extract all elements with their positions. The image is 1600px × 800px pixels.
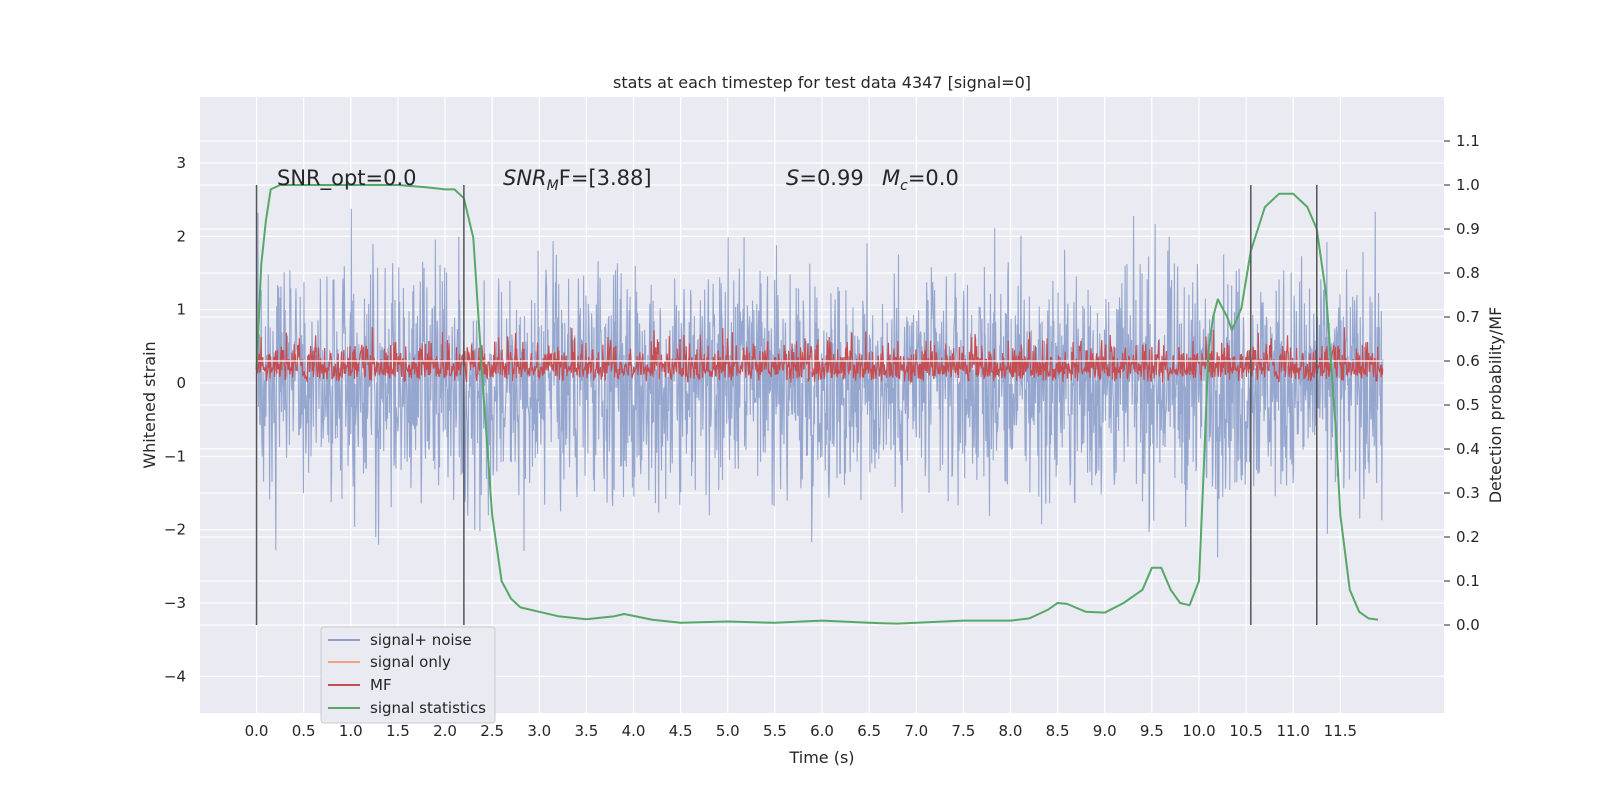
y-right-tick-label-1: 1.0 — [1456, 176, 1480, 194]
y-right-tick-label-4: 0.7 — [1456, 308, 1480, 326]
annotation-snr-mf-rest: F=[3.88] — [559, 166, 652, 190]
y-left-tick-label-4: −1 — [164, 447, 186, 465]
y-left-tick-label-2: 1 — [176, 301, 186, 319]
y-left-tick-label-3: 0 — [176, 374, 186, 392]
y-right-tick-label-9: 0.2 — [1456, 528, 1480, 546]
vertical-markers — [255, 185, 1318, 625]
annotation-s-main: S — [786, 166, 799, 190]
y-right-tick-label-11: 0.0 — [1456, 616, 1480, 634]
annotation-s-rest: =0.99 — [799, 166, 863, 190]
annotation-mc: Mc=0.0 — [882, 166, 959, 194]
x-axis-label: Time (s) — [788, 748, 854, 767]
x-tick-label-12: 6.0 — [810, 722, 834, 740]
y-left-tick-label-7: −4 — [164, 667, 186, 685]
legend: signal+ noise signal only MF signal stat… — [320, 626, 496, 724]
x-tick-label-1: 0.5 — [292, 722, 316, 740]
y-axis-left-label: Whitened strain — [140, 341, 159, 468]
x-tick-label-11: 5.5 — [763, 722, 787, 740]
legend-label-signal-only: signal only — [370, 653, 451, 671]
x-tick-label-18: 9.0 — [1093, 722, 1117, 740]
x-tick-label-20: 10.0 — [1182, 722, 1215, 740]
y-right-tick-label-2: 0.9 — [1456, 220, 1480, 238]
x-tick-label-4: 2.0 — [433, 722, 457, 740]
annotation-mc-main: M — [882, 166, 900, 190]
annotation-snr-opt: SNR_opt=0.0 — [277, 166, 417, 191]
series-signal-noise — [256, 208, 1384, 558]
series-layer — [255, 184, 1384, 625]
legend-box — [320, 626, 496, 724]
x-tick-label-3: 1.5 — [386, 722, 410, 740]
x-tick-label-15: 7.5 — [951, 722, 975, 740]
x-tick-label-7: 3.5 — [574, 722, 598, 740]
annotation-snr-mf-sub: M — [547, 178, 559, 194]
y-right-tick-label-8: 0.3 — [1456, 484, 1480, 502]
legend-label-mf: MF — [370, 676, 392, 694]
x-tick-label-13: 6.5 — [857, 722, 881, 740]
y-left-tick-label-5: −2 — [164, 521, 186, 539]
y-axis-left: 3 2 1 0 −1 −2 −3 −4 — [164, 154, 186, 685]
x-tick-label-10: 5.0 — [716, 722, 740, 740]
y-right-tick-label-3: 0.8 — [1456, 264, 1480, 282]
y-right-tick-label-5: 0.6 — [1456, 352, 1480, 370]
x-tick-label-2: 1.0 — [339, 722, 363, 740]
series-signal-statistics — [255, 184, 1379, 625]
y-right-tick-label-6: 0.5 — [1456, 396, 1480, 414]
y-left-tick-label-1: 2 — [176, 227, 186, 245]
legend-label-signal-statistics: signal statistics — [370, 699, 486, 717]
x-tick-label-0: 0.0 — [245, 722, 269, 740]
x-tick-label-17: 8.5 — [1046, 722, 1070, 740]
x-axis: 0.0 0.5 1.0 1.5 2.0 2.5 3.0 3.5 4.0 4.5 5.0 5.5 6.0 6… — [245, 722, 1357, 740]
annotation-mc-sub: c — [900, 178, 908, 194]
annotation-snr-mf-main: SNR — [503, 166, 547, 190]
legend-label-signal-noise: signal+ noise — [370, 631, 472, 649]
x-tick-label-19: 9.5 — [1140, 722, 1164, 740]
x-tick-label-5: 2.5 — [480, 722, 504, 740]
y-right-tick-label-7: 0.4 — [1456, 440, 1480, 458]
y-left-tick-label-6: −3 — [164, 594, 186, 612]
annotations: SNR_opt=0.0 SNRMF=[3.88] S=0.99 Mc=0.0 — [277, 166, 959, 194]
x-tick-label-9: 4.5 — [669, 722, 693, 740]
x-tick-label-14: 7.0 — [904, 722, 928, 740]
x-tick-label-23: 11.5 — [1324, 722, 1357, 740]
annotation-mc-rest: =0.0 — [908, 166, 959, 190]
x-tick-label-21: 10.5 — [1229, 722, 1262, 740]
x-tick-label-22: 11.0 — [1277, 722, 1310, 740]
annotation-snr-mf: SNRMF=[3.88] — [503, 166, 652, 194]
y-right-tick-label-0: 1.1 — [1456, 132, 1480, 150]
y-axis-right-label: Detection probability/MF — [1486, 307, 1505, 504]
y-axis-right: 1.1 1.0 0.9 0.8 0.7 0.6 0.5 0.4 0.3 0.2 0.1 0.0 — [1444, 132, 1480, 634]
x-tick-label-8: 4.0 — [622, 722, 646, 740]
y-left-tick-label-0: 3 — [176, 154, 186, 172]
x-tick-label-6: 3.0 — [527, 722, 551, 740]
y-right-tick-label-10: 0.1 — [1456, 572, 1480, 590]
x-tick-label-16: 8.0 — [999, 722, 1023, 740]
annotation-s: S=0.99 — [786, 166, 864, 190]
chart-title: stats at each timestep for test data 434… — [613, 73, 1031, 92]
